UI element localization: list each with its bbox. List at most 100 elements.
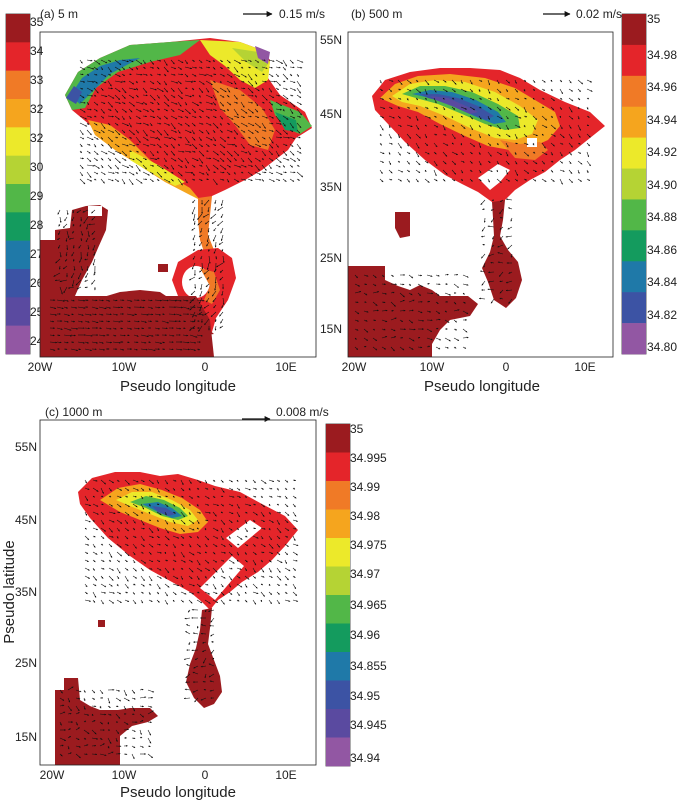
- panel-a-y-ticks: 55N 45N 35N 25N 15N: [320, 33, 342, 336]
- colorbar-swatch: [622, 14, 646, 46]
- y-tick-label: 35N: [320, 180, 342, 194]
- colorbar-labels: 35 34.98 34.96 34.94 34.92 34.90 34.88 3…: [647, 12, 677, 354]
- colorbar-label: 34.995: [350, 451, 387, 465]
- colorbar-swatch: [6, 99, 30, 128]
- colorbar-swatch: [622, 323, 646, 355]
- panel-b-x-axis-label: Pseudo longitude: [424, 378, 540, 395]
- panel-c: (c) 1000 m 0.008 m/s 55N 45N 35N 25N 15N: [1, 405, 387, 801]
- panel-a-label: (a) 5 m: [40, 7, 78, 21]
- panel-a-colorbar: [5, 13, 31, 355]
- panel-c-y-axis-label: Pseudo latitude: [1, 540, 18, 643]
- panel-c-frame: [39, 419, 317, 766]
- colorbar-swatch: [6, 325, 30, 355]
- y-tick-label: 55N: [15, 440, 37, 454]
- panel-a-x-ticks: 20W 10W 0 10E: [28, 360, 297, 374]
- colorbar-swatch: [6, 155, 30, 185]
- colorbar-label: 34.90: [647, 178, 677, 192]
- colorbar-label: 34.84: [647, 275, 677, 289]
- colorbar-swatch: [326, 538, 350, 567]
- colorbar-label: 35: [350, 422, 364, 436]
- colorbar-swatch: [622, 230, 646, 262]
- colorbar-label: 34.82: [647, 308, 677, 322]
- x-tick-label: 10E: [275, 768, 296, 782]
- panel-a-vector-ref: 0.15 m/s: [279, 7, 325, 21]
- colorbar-swatch: [326, 452, 350, 482]
- colorbar-swatch: [326, 424, 350, 453]
- colorbar-swatch: [326, 737, 350, 767]
- x-tick-label: 20W: [40, 768, 65, 782]
- y-tick-label: 35N: [15, 585, 37, 599]
- colorbar-label: 30: [30, 160, 44, 174]
- colorbar-swatch: [6, 212, 30, 241]
- panel-b-vector-ref: 0.02 m/s: [576, 7, 622, 21]
- colorbar-swatch: [326, 566, 350, 596]
- colorbar-swatch: [326, 595, 350, 624]
- colorbar-label: 34.80: [647, 340, 677, 354]
- colorbar-label: 28: [30, 218, 44, 232]
- colorbar-label: 34.855: [350, 659, 387, 673]
- panel-c-y-ticks: 55N 45N 35N 25N 15N: [15, 440, 37, 744]
- y-tick-label: 45N: [15, 513, 37, 527]
- x-tick-label: 0: [503, 360, 510, 374]
- y-tick-label: 55N: [320, 33, 342, 47]
- colorbar-swatch: [326, 481, 350, 510]
- colorbar-label: 34.99: [350, 480, 380, 494]
- panel-b-salinity-map: [348, 68, 605, 357]
- colorbar-label: 34.98: [350, 509, 380, 523]
- colorbar-swatch: [6, 184, 30, 213]
- x-tick-label: 20W: [342, 360, 367, 374]
- panel-c-vector-ref: 0.008 m/s: [276, 405, 329, 419]
- colorbar-label: 34.94: [350, 751, 380, 765]
- colorbar-label: 34.96: [350, 628, 380, 642]
- colorbar-swatch: [6, 269, 30, 298]
- panel-b-frame: [347, 31, 614, 358]
- colorbar-swatch: [622, 292, 646, 324]
- panel-c-label: (c) 1000 m: [45, 405, 102, 419]
- colorbar-label: 34.88: [647, 210, 677, 224]
- colorbar-swatch: [6, 14, 30, 43]
- colorbar-swatch: [622, 199, 646, 231]
- colorbar-swatch: [622, 44, 646, 77]
- colorbar-swatch: [6, 297, 30, 326]
- panel-b-colorbar: [621, 13, 647, 355]
- panel-a-x-axis-label: Pseudo longitude: [120, 378, 236, 395]
- panel-b-x-ticks: 20W 10W 0 10E: [342, 360, 596, 374]
- y-tick-label: 45N: [320, 107, 342, 121]
- panel-a: (a) 5 m 0.15 m/s 35 34 33 32 32 30 29 28…: [5, 7, 342, 395]
- colorbar-label: 34.945: [350, 718, 387, 732]
- panel-c-x-ticks: 20W 10W 0 10E: [40, 768, 297, 782]
- colorbar-swatch: [622, 168, 646, 200]
- x-tick-label: 10W: [420, 360, 445, 374]
- panel-b: (b) 500 m 0.02 m/s 20W 10W 0 10E: [342, 7, 678, 395]
- colorbar-swatch: [622, 106, 646, 138]
- colorbar-swatch: [6, 127, 30, 156]
- colorbar-label: 34.86: [647, 243, 677, 257]
- colorbar-swatch: [326, 623, 350, 653]
- colorbar-label: 29: [30, 189, 44, 203]
- colorbar-swatch: [6, 70, 30, 100]
- colorbar-label: 34.965: [350, 598, 387, 612]
- panel-c-salinity-map: [55, 472, 299, 765]
- colorbar-label: 34.95: [350, 689, 380, 703]
- colorbar-label: 34.97: [350, 567, 380, 581]
- colorbar-label: 32: [30, 131, 44, 145]
- colorbar-label: 34.975: [350, 538, 387, 552]
- panel-c-x-axis-label: Pseudo longitude: [120, 784, 236, 801]
- y-tick-label: 15N: [320, 322, 342, 336]
- colorbar-label: 35: [647, 12, 661, 26]
- colorbar-label: 33: [30, 73, 44, 87]
- colorbar-swatch: [326, 709, 350, 738]
- y-tick-label: 25N: [15, 656, 37, 670]
- panel-a-salinity-map: [40, 38, 312, 357]
- colorbar-label: 32: [30, 102, 44, 116]
- colorbar-swatch: [6, 42, 30, 71]
- colorbar-swatch: [326, 652, 350, 681]
- x-tick-label: 20W: [28, 360, 53, 374]
- colorbar-label: 34.98: [647, 48, 677, 62]
- colorbar-swatch: [622, 75, 646, 108]
- x-tick-label: 10W: [112, 768, 137, 782]
- x-tick-label: 10E: [574, 360, 595, 374]
- colorbar-label: 34.96: [647, 80, 677, 94]
- colorbar-swatch: [622, 137, 646, 169]
- y-tick-label: 25N: [320, 251, 342, 265]
